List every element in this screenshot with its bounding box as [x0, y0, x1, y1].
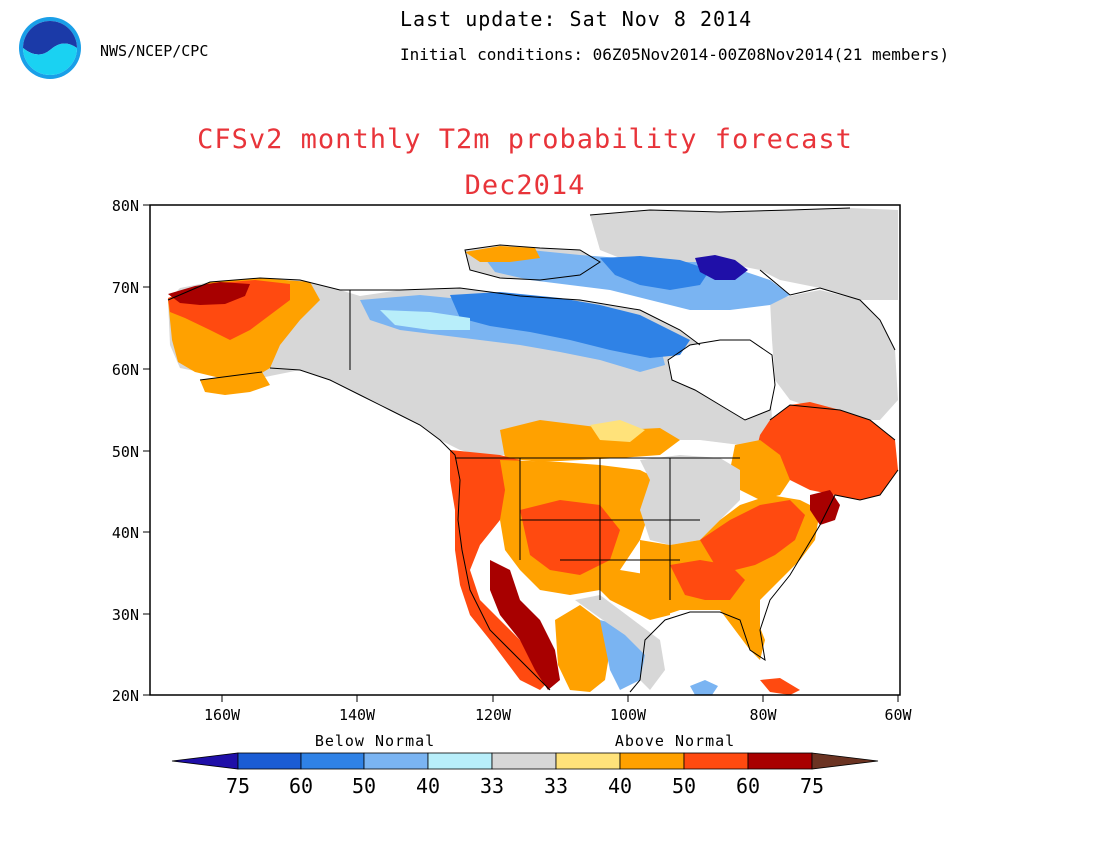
colorbar-below-50 [300, 752, 365, 770]
colorbar-tick-label: 33 [480, 774, 504, 798]
map-subtitle: Dec2014 [464, 170, 586, 201]
colorbar-above-40 [619, 752, 685, 770]
colorbar-below-33 [427, 752, 493, 770]
east-canada-above-50 [755, 402, 898, 500]
lat-label: 30N [112, 606, 139, 624]
lon-label: 100W [610, 706, 647, 724]
map-title: CFSv2 monthly T2m probability forecast [197, 124, 853, 155]
colorbar-tick-label: 75 [226, 774, 250, 798]
lon-label: 160W [204, 706, 241, 724]
below-normal-label: Below Normal [315, 732, 435, 750]
east-canada-above-40 [730, 440, 790, 500]
canada-below-33 [380, 310, 470, 330]
colorbar-below-60 [237, 752, 302, 770]
colorbar-normal [491, 752, 557, 770]
colorbar-tick-label: 40 [608, 774, 632, 798]
coastlines [167, 207, 899, 693]
lat-label: 50N [112, 443, 139, 461]
land-arctic [590, 208, 898, 300]
colorbar-above-75 [811, 752, 879, 770]
interior-west-above-50 [520, 500, 620, 575]
agency-label: NWS/NCEP/CPC [100, 42, 209, 60]
florida-above-40 [740, 615, 765, 660]
lat-label: 80N [112, 197, 139, 215]
west-us-above-50 [450, 450, 550, 690]
mexico-above-40 [555, 605, 610, 692]
hudson-bay [668, 340, 775, 420]
canada-below-50 [450, 292, 690, 358]
colorbar-tick-label: 50 [672, 774, 696, 798]
lat-label: 60N [112, 361, 139, 379]
lon-label: 140W [339, 706, 376, 724]
colorbar-above-60 [747, 752, 813, 770]
map-fill [168, 208, 898, 695]
southeast-above-50 [670, 560, 745, 600]
colorbar-tick-label: 50 [352, 774, 376, 798]
colorbar-tick-label: 33 [544, 774, 568, 798]
colorbar-below-75 [171, 752, 239, 770]
central-us-normal [640, 455, 740, 545]
lat-label: 40N [112, 524, 139, 542]
lon-label: 120W [475, 706, 512, 724]
alaska-above-60 [168, 282, 250, 305]
axis-ticks [143, 204, 899, 702]
colorbar-above-50 [683, 752, 749, 770]
land-east-canada [770, 290, 898, 420]
map-frame [149, 204, 901, 696]
colorbar-tick-label: 60 [736, 774, 760, 798]
southwest-above-60 [490, 560, 560, 690]
texas-above-40 [590, 570, 670, 620]
colorbar-tick-label: 75 [800, 774, 824, 798]
east-us-above-50 [700, 500, 805, 570]
colorbar [171, 752, 879, 770]
lon-label: 80W [749, 706, 777, 724]
mexico-below-40 [600, 620, 650, 690]
last-update-label: Last update: Sat Nov 8 2014 [400, 7, 753, 31]
lat-label: 20N [112, 687, 139, 705]
northeast-above-60 [810, 490, 840, 525]
initial-conditions-label: Initial conditions: 06Z05Nov2014-00Z08No… [400, 45, 950, 64]
noaa-logo [19, 17, 81, 79]
prairie-above-33 [590, 420, 645, 442]
lat-label: 70N [112, 279, 139, 297]
colorbar-tick-label: 60 [289, 774, 313, 798]
colorbar-tick-label: 40 [416, 774, 440, 798]
mexico-grey [575, 595, 665, 690]
caribbean-above-50 [760, 678, 800, 695]
colorbar-below-40 [363, 752, 429, 770]
yucatan-below-40 [690, 680, 718, 695]
above-normal-label: Above Normal [615, 732, 735, 750]
colorbar-above-33 [555, 752, 621, 770]
arctic-below-60 [600, 256, 710, 290]
arctic-above-40 [465, 246, 540, 262]
lon-label: 60W [884, 706, 912, 724]
arctic-below-75 [695, 255, 748, 280]
